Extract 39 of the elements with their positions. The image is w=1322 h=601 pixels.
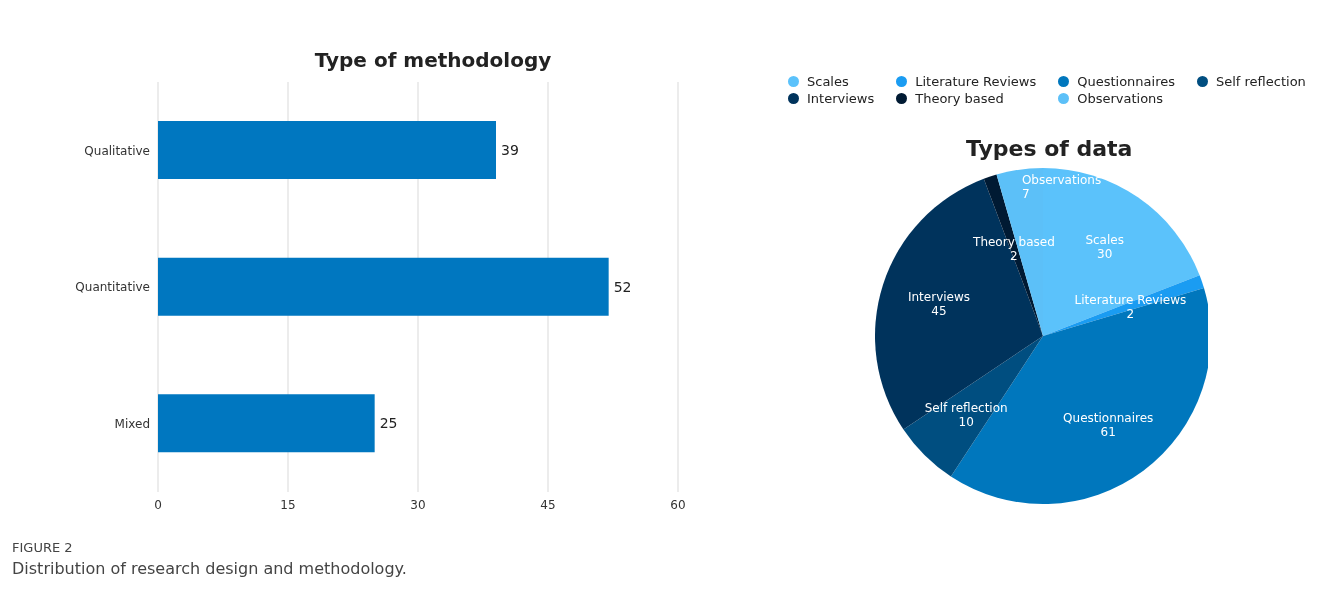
text: Types of data: [966, 136, 1134, 161]
data-label: 30: [1097, 246, 1113, 261]
legend-label: Questionnaires: [1077, 74, 1175, 89]
legend-label: Self reflection: [1215, 74, 1306, 89]
data-label: 2: [1010, 249, 1018, 264]
x-tick-label: 15: [280, 497, 296, 512]
slice-label: Scales: [1085, 232, 1124, 247]
x-tick-label: 45: [540, 497, 556, 512]
x-tick-label: 60: [670, 497, 686, 512]
slice-label: Theory based: [972, 235, 1055, 250]
legend-label: Observations: [1077, 91, 1164, 106]
data-label: 7: [1021, 187, 1030, 202]
data-label: 39: [501, 141, 519, 158]
data-label: 45: [931, 303, 947, 318]
caption: FIGURE 2: [12, 540, 74, 555]
slice-label: Literature Reviews: [1074, 293, 1187, 308]
chart-title: Type of methodology: [313, 48, 553, 72]
data-label: 61: [1100, 424, 1116, 439]
data-label: 25: [379, 415, 398, 432]
x-tick-label: 0: [154, 497, 162, 512]
text: Distribution of research design and methodology.: [12, 559, 407, 578]
y-tick-label: Quantitative: [75, 280, 150, 295]
legend-label: Interviews: [807, 91, 875, 106]
slice-label: Questionnaires: [1063, 410, 1154, 425]
legend-label: Scales: [807, 74, 849, 89]
y-tick-label: Mixed: [114, 416, 150, 431]
slice-label: Interviews: [907, 289, 971, 304]
data-label: 10: [958, 414, 974, 429]
bar: [158, 257, 609, 316]
bar: [158, 394, 375, 453]
legend-label: Theory based: [915, 91, 1004, 106]
bar: [158, 121, 496, 179]
legend-label: Literature Reviews: [915, 74, 1037, 89]
y-tick-label: Qualitative: [84, 143, 150, 158]
data-label: 2: [1126, 307, 1135, 322]
x-tick-label: 30: [410, 497, 426, 512]
pie-slice: [903, 336, 1043, 477]
slice-label: Self reflection: [924, 400, 1008, 415]
data-label: 52: [613, 278, 632, 295]
